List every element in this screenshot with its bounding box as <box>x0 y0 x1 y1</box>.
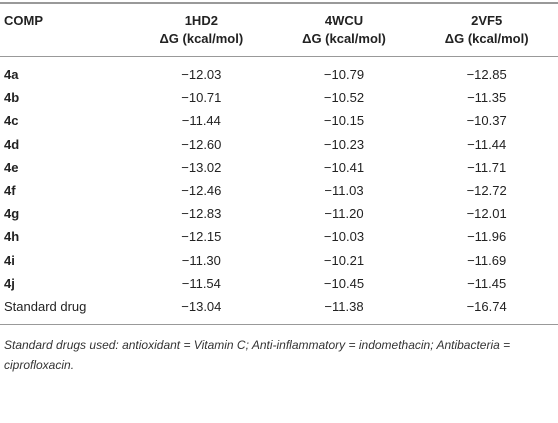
table-row: 4j −11.54 −10.45 −11.45 <box>0 272 558 295</box>
row-label: 4h <box>4 229 20 245</box>
cell: −11.44 <box>467 136 507 152</box>
cell: −12.72 <box>466 183 507 199</box>
table-row: Standard drug −13.04 −11.38 −16.74 <box>0 295 558 325</box>
column-unit: ΔG (kcal/mol) <box>444 31 529 46</box>
cell: −12.15 <box>181 229 222 245</box>
cell: −10.15 <box>323 113 365 129</box>
cell: −11.44 <box>181 113 221 129</box>
cell: −11.20 <box>324 206 364 222</box>
row-label: 4f <box>4 183 16 199</box>
cell: −11.30 <box>181 252 221 268</box>
cell: −11.69 <box>467 252 507 268</box>
cell: −10.45 <box>323 275 365 291</box>
row-label: 4a <box>4 67 19 83</box>
cell: −12.46 <box>181 183 222 199</box>
table-row: 4b −10.71 −10.52 −11.35 <box>0 86 558 109</box>
column-name: 4WCU <box>324 13 364 28</box>
cell: −10.71 <box>181 90 222 106</box>
cell: −12.85 <box>466 67 507 83</box>
cell: −10.03 <box>323 229 365 245</box>
cell: −12.03 <box>181 67 222 83</box>
cell: −12.01 <box>466 206 507 222</box>
cell: −11.35 <box>467 90 507 106</box>
cell: −10.52 <box>323 90 365 106</box>
row-label: Standard drug <box>4 298 87 314</box>
row-label: 4c <box>4 113 19 129</box>
table-row: 4a −12.03 −10.79 −12.85 <box>0 57 558 87</box>
cell: −13.04 <box>181 298 222 314</box>
row-label: 4d <box>4 136 20 152</box>
cell: −11.45 <box>467 275 507 291</box>
row-label: 4e <box>4 159 19 175</box>
header-cell: 4WCU ΔG (kcal/mol) <box>273 3 416 57</box>
cell: −11.54 <box>181 275 221 291</box>
table-body: 4a −12.03 −10.79 −12.85 4b −10.71 −10.52 −11.35… <box>0 57 558 325</box>
table-header: COMP 1HD2 ΔG (kcal/mol) 4WCU ΔG (kcal/mol) 2… <box>0 3 558 57</box>
cell: −11.96 <box>467 229 507 245</box>
table-row: 4f −12.46 −11.03 −12.72 <box>0 179 558 202</box>
cell: −10.79 <box>323 67 365 83</box>
header-cell: 1HD2 ΔG (kcal/mol) <box>130 3 273 57</box>
row-label: 4b <box>4 90 20 106</box>
column-name: 1HD2 <box>184 13 218 28</box>
cell: −11.71 <box>467 159 507 175</box>
page: COMP 1HD2 ΔG (kcal/mol) 4WCU ΔG (kcal/mol) 2… <box>0 2 558 375</box>
cell: −12.60 <box>181 136 222 152</box>
cell: −10.23 <box>323 136 365 152</box>
cell: −10.21 <box>323 252 365 268</box>
column-name: 2VF5 <box>471 13 503 28</box>
header-cell: COMP <box>4 13 43 28</box>
footnote: Standard drugs used: antioxidant = Vitam… <box>4 338 511 373</box>
column-unit: ΔG (kcal/mol) <box>159 31 244 46</box>
table-row: 4h −12.15 −10.03 −11.96 <box>0 225 558 248</box>
cell: −11.38 <box>324 298 364 314</box>
row-label: 4g <box>4 206 20 222</box>
column-unit: ΔG (kcal/mol) <box>302 31 386 46</box>
cell: −10.37 <box>466 113 507 129</box>
cell: −12.83 <box>181 206 222 222</box>
cell: −10.41 <box>323 159 365 175</box>
row-label: 4j <box>4 275 15 291</box>
cell: −16.74 <box>466 298 507 314</box>
header-row: COMP 1HD2 ΔG (kcal/mol) 4WCU ΔG (kcal/mol) 2… <box>0 3 558 57</box>
table-row: 4e −13.02 −10.41 −11.71 <box>0 156 558 179</box>
table-row: 4i −11.30 −10.21 −11.69 <box>0 249 558 272</box>
header-cell: 2VF5 ΔG (kcal/mol) <box>415 3 558 57</box>
data-table: COMP 1HD2 ΔG (kcal/mol) 4WCU ΔG (kcal/mol) 2… <box>0 2 558 325</box>
cell: −13.02 <box>181 159 222 175</box>
table-row: 4d −12.60 −10.23 −11.44 <box>0 133 558 156</box>
table-row: 4c −11.44 −10.15 −10.37 <box>0 109 558 132</box>
cell: −11.03 <box>324 183 364 199</box>
row-label: 4i <box>4 252 15 268</box>
table-row: 4g −12.83 −11.20 −12.01 <box>0 202 558 225</box>
